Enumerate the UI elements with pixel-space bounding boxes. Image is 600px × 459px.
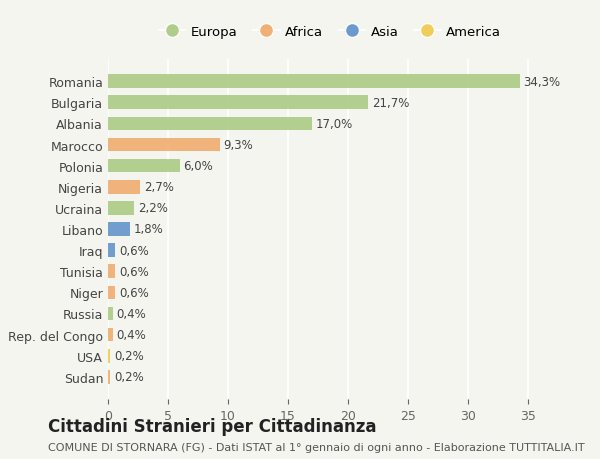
Bar: [108, 370, 110, 384]
Text: 0,6%: 0,6%: [119, 244, 149, 257]
Bar: [108, 244, 115, 257]
Text: 6,0%: 6,0%: [184, 160, 214, 173]
Text: 0,2%: 0,2%: [114, 349, 144, 363]
Bar: [108, 286, 115, 300]
Text: 0,4%: 0,4%: [116, 328, 146, 341]
Bar: [108, 202, 134, 215]
Text: 0,6%: 0,6%: [119, 265, 149, 278]
Legend: Europa, Africa, Asia, America: Europa, Africa, Asia, America: [155, 22, 505, 43]
Text: 0,6%: 0,6%: [119, 286, 149, 299]
Text: 0,4%: 0,4%: [116, 308, 146, 320]
Text: Cittadini Stranieri per Cittadinanza: Cittadini Stranieri per Cittadinanza: [48, 418, 377, 436]
Text: COMUNE DI STORNARA (FG) - Dati ISTAT al 1° gennaio di ogni anno - Elaborazione T: COMUNE DI STORNARA (FG) - Dati ISTAT al …: [48, 442, 584, 452]
Bar: [108, 138, 220, 152]
Text: 2,7%: 2,7%: [144, 181, 174, 194]
Bar: [108, 265, 115, 279]
Bar: [108, 96, 368, 110]
Text: 0,2%: 0,2%: [114, 370, 144, 384]
Text: 34,3%: 34,3%: [523, 75, 560, 89]
Bar: [108, 180, 140, 194]
Bar: [108, 307, 113, 321]
Bar: [108, 75, 520, 89]
Bar: [108, 328, 113, 342]
Text: 9,3%: 9,3%: [223, 139, 253, 151]
Bar: [108, 159, 180, 173]
Bar: [108, 349, 110, 363]
Bar: [108, 117, 312, 131]
Text: 1,8%: 1,8%: [133, 223, 163, 236]
Text: 2,2%: 2,2%: [138, 202, 168, 215]
Text: 17,0%: 17,0%: [316, 118, 353, 131]
Bar: [108, 223, 130, 236]
Text: 21,7%: 21,7%: [372, 96, 409, 110]
